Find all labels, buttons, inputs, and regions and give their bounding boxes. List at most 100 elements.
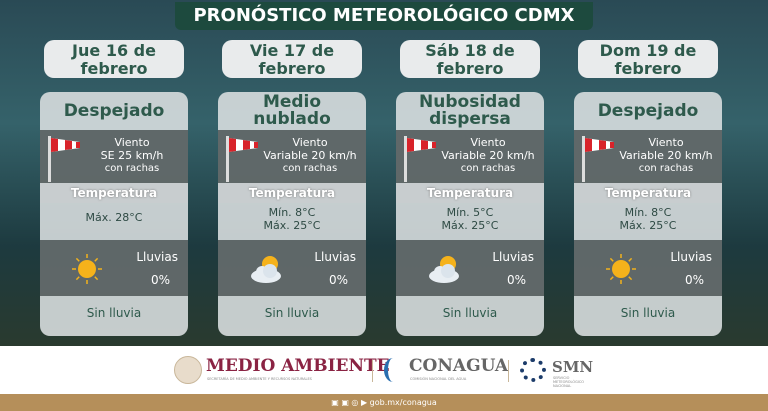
temp-max: Máx. 25°C	[619, 219, 677, 232]
date-line: febrero	[614, 59, 682, 78]
temp-label: Temperatura	[396, 183, 544, 203]
rain-section: Lluvias 0%	[218, 240, 366, 296]
date-pill: Sáb 18 de febrero	[400, 40, 540, 78]
sky-condition: Medio nublado	[218, 92, 366, 130]
sky-line: dispersa	[429, 109, 511, 129]
temp-label: Temperatura	[218, 183, 366, 203]
temp-min: Mín. 5°C	[446, 206, 494, 219]
rain-summary: Sin lluvia	[442, 306, 498, 320]
partly-cloudy-icon	[248, 252, 288, 289]
rain-section: Lluvias 0%	[396, 240, 544, 296]
windsock-icon	[582, 136, 616, 185]
wind-section: Viento Variable 20 km/h con rachas	[218, 130, 366, 183]
wind-value: Variable 20 km/h	[263, 149, 357, 162]
forecast-card: Despejado Viento SE 25 km/h con rachas Tem…	[40, 92, 188, 336]
sky-line: Nubosidad	[419, 92, 521, 112]
rain-section: Lluvias 0%	[40, 240, 188, 296]
date-line: Sáb 18 de	[425, 41, 515, 60]
day-column: Jue 16 de febrero Despejado Viento SE 25 k…	[40, 40, 188, 336]
forecast-card: Despejado Viento Variable 20 km/h con rach…	[574, 92, 722, 336]
conagua-icon	[384, 358, 402, 382]
divider	[372, 360, 373, 382]
day-column: Vie 17 de febrero Medio nublado Viento Vari…	[218, 40, 366, 336]
temp-min: Mín. 8°C	[268, 206, 316, 219]
windsock-icon	[226, 136, 260, 185]
rain-label: Lluvias	[136, 250, 178, 264]
smn-icon	[520, 358, 546, 382]
rain-summary: Sin lluvia	[620, 306, 676, 320]
day-column: Dom 19 de febrero Despejado Viento Variabl…	[574, 40, 722, 336]
footer-bar: ▣ ▣ ◎ ▶ gob.mx/conagua	[0, 394, 768, 411]
gusts-label: con rachas	[638, 163, 694, 174]
medio-ambiente-sub: SECRETARÍA DE MEDIO AMBIENTE Y RECURSOS …	[207, 377, 312, 381]
wind-label: Viento	[114, 136, 150, 149]
windsock-icon	[48, 136, 82, 185]
sun-icon	[604, 252, 638, 289]
rain-label: Lluvias	[314, 250, 356, 264]
date-pill: Dom 19 de febrero	[578, 40, 718, 78]
rain-probability: 0%	[684, 273, 704, 287]
sky-line: Despejado	[63, 100, 165, 121]
temp-label: Temperatura	[574, 183, 722, 203]
temp-min: Mín. 8°C	[624, 206, 672, 219]
forecast-card: Nubosidad dispersa Viento Variable 20 km/h…	[396, 92, 544, 336]
wind-value: Variable 20 km/h	[619, 149, 713, 162]
smn-logo: SMN	[552, 358, 594, 376]
sky-line: Despejado	[597, 100, 699, 121]
conagua-sub: COMISIÓN NACIONAL DEL AGUA	[410, 377, 467, 381]
wind-section: Viento SE 25 km/h con rachas	[40, 130, 188, 183]
rain-label: Lluvias	[492, 250, 534, 264]
logos-bar: MEDIO AMBIENTE SECRETARÍA DE MEDIO AMBIE…	[0, 346, 768, 394]
date-line: febrero	[258, 59, 326, 78]
partly-cloudy-icon	[426, 252, 466, 289]
gusts-label: con rachas	[104, 163, 160, 174]
date-line: febrero	[80, 59, 148, 78]
wind-value: SE 25 km/h	[100, 149, 164, 162]
smn-sub: SERVICIO METEOROLÓGICO NACIONAL	[553, 376, 585, 388]
gusts-label: con rachas	[460, 163, 516, 174]
rain-summary: Sin lluvia	[264, 306, 320, 320]
wind-label: Viento	[470, 136, 506, 149]
rain-probability: 0%	[506, 273, 526, 287]
date-line: Dom 19 de	[599, 41, 697, 60]
temperature-section: Temperatura Mín. 8°C Máx. 25°C	[218, 183, 366, 240]
mexico-seal-icon	[174, 356, 202, 384]
day-column: Sáb 18 de febrero Nubosidad dispersa Vient…	[396, 40, 544, 336]
wind-value: Variable 20 km/h	[441, 149, 535, 162]
date-pill: Jue 16 de febrero	[44, 40, 184, 78]
sky-line: Medio	[262, 92, 322, 112]
gusts-label: con rachas	[282, 163, 338, 174]
temp-max: Máx. 28°C	[85, 211, 143, 224]
rain-summary: Sin lluvia	[86, 306, 142, 320]
temperature-section: Temperatura Mín. 5°C Máx. 25°C	[396, 183, 544, 240]
sky-condition: Despejado	[574, 92, 722, 130]
sun-icon	[70, 252, 104, 289]
website-link[interactable]: gob.mx/conagua	[369, 398, 437, 407]
date-line: Jue 16 de	[72, 41, 156, 60]
rain-probability: 0%	[150, 273, 170, 287]
rain-section: Lluvias 0%	[574, 240, 722, 296]
rain-label: Lluvias	[670, 250, 712, 264]
temp-max: Máx. 25°C	[263, 219, 321, 232]
rain-probability: 0%	[328, 273, 348, 287]
medio-ambiente-logo: MEDIO AMBIENTE	[206, 356, 390, 376]
divider	[508, 360, 509, 382]
social-icons[interactable]: ▣ ▣ ◎ ▶	[331, 398, 370, 407]
date-pill: Vie 17 de febrero	[222, 40, 362, 78]
wind-label: Viento	[648, 136, 684, 149]
date-line: Vie 17 de	[249, 41, 335, 60]
wind-label: Viento	[292, 136, 328, 149]
forecast-card: Medio nublado Viento Variable 20 km/h con r…	[218, 92, 366, 336]
sky-condition: Nubosidad dispersa	[396, 92, 544, 130]
windsock-icon	[404, 136, 438, 185]
temp-label: Temperatura	[40, 183, 188, 203]
temp-max: Máx. 25°C	[441, 219, 499, 232]
temperature-section: Temperatura Mín. 8°C Máx. 25°C	[574, 183, 722, 240]
wind-section: Viento Variable 20 km/h con rachas	[574, 130, 722, 183]
wind-section: Viento Variable 20 km/h con rachas	[396, 130, 544, 183]
sky-line: nublado	[253, 109, 331, 129]
page-title: PRONÓSTICO METEOROLÓGICO CDMX	[175, 2, 593, 30]
sky-condition: Despejado	[40, 92, 188, 130]
conagua-logo: CONAGUA	[409, 356, 509, 376]
date-line: febrero	[436, 59, 504, 78]
